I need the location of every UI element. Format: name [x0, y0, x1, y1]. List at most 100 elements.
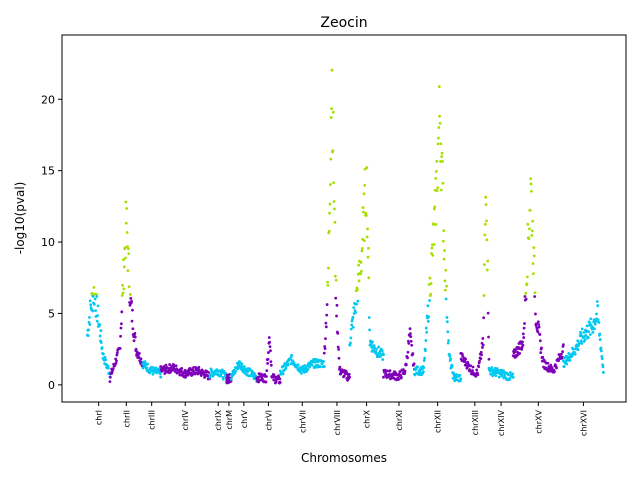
data-point-chrXI — [384, 372, 388, 376]
data-point-chrXII — [425, 330, 429, 334]
data-point-chrX — [365, 235, 369, 239]
data-point-chrVI — [257, 380, 261, 384]
data-point-chrI — [104, 358, 108, 362]
data-point-chrVI — [273, 375, 277, 379]
data-point-chrXVI — [593, 322, 597, 326]
data-point-chrII — [128, 293, 132, 296]
data-point-chrVIII — [337, 347, 340, 351]
data-point-chrVI — [264, 375, 268, 378]
data-point-chrXV — [538, 333, 542, 336]
data-point-chrXV — [523, 322, 526, 325]
data-point-chrXII — [429, 292, 433, 296]
data-point-chrVIII — [342, 374, 346, 378]
data-point-chrV — [236, 367, 240, 371]
data-point-chrXIV — [495, 367, 499, 370]
data-point-chrXVI — [585, 324, 589, 328]
data-point-chrX — [361, 206, 365, 210]
data-point-chrXII — [424, 339, 428, 342]
data-point-chrX — [356, 299, 360, 303]
data-point-chrX — [371, 340, 374, 344]
data-point-chrXVI — [601, 365, 605, 369]
data-point-chrXV — [532, 254, 536, 258]
data-point-chrXV — [522, 326, 526, 330]
data-point-chrII — [132, 339, 136, 343]
data-point-chrXII — [424, 349, 427, 353]
x-tick-label-chrIV: chrIV — [181, 409, 190, 430]
data-point-chrVII — [306, 368, 310, 371]
data-point-chrIV — [197, 365, 201, 369]
data-point-chrVIII — [333, 274, 337, 278]
data-point-chrXII — [436, 186, 440, 190]
data-point-chrII — [115, 351, 119, 355]
data-point-chrXVI — [594, 319, 598, 323]
data-point-chrXII — [441, 239, 445, 243]
data-point-chrXVI — [579, 332, 583, 336]
data-point-chrI — [88, 323, 92, 326]
data-point-chrVIII — [334, 296, 338, 300]
data-point-chrVI — [267, 351, 270, 354]
data-point-chrII — [133, 332, 137, 335]
x-tick-label-chrX: chrX — [363, 409, 372, 428]
data-point-chrII — [139, 357, 143, 361]
data-point-chrVIII — [347, 372, 351, 376]
data-point-chrXVI — [593, 327, 596, 331]
data-point-chrX — [363, 183, 367, 187]
data-point-chrXVI — [598, 332, 602, 336]
data-point-chrVI — [267, 336, 271, 339]
data-point-chrVIII — [324, 337, 327, 341]
data-point-chrVIII — [338, 365, 342, 369]
data-point-chrXVI — [599, 346, 603, 350]
data-point-chrXII — [443, 249, 446, 252]
data-point-chrI — [100, 346, 104, 349]
data-point-chrIII — [145, 366, 149, 370]
data-point-chrXII — [416, 365, 420, 369]
data-point-chrXV — [538, 339, 542, 343]
data-point-chrX — [366, 227, 369, 231]
x-tick-label-chrI: chrI — [95, 410, 104, 425]
data-point-chrXII — [440, 155, 444, 158]
data-point-chrI — [96, 304, 100, 308]
data-point-chrXI — [406, 356, 409, 360]
data-point-chrVII — [318, 365, 322, 369]
data-point-chrII — [133, 335, 137, 339]
data-point-chrXI — [388, 369, 392, 373]
data-point-chrX — [364, 211, 368, 215]
data-point-chrXVI — [567, 352, 571, 355]
data-point-chrI — [92, 302, 96, 306]
data-point-chrX — [367, 276, 371, 280]
data-point-chrXII — [442, 229, 446, 233]
data-point-chrII — [131, 327, 135, 331]
data-point-chrX — [349, 327, 353, 331]
y-tick-label: 5 — [48, 307, 55, 320]
data-point-chrXIII — [480, 353, 483, 357]
data-point-chrVIII — [329, 157, 333, 161]
data-point-chrXII — [424, 326, 428, 330]
data-point-chrX — [380, 349, 384, 353]
data-point-chrXII — [432, 223, 435, 226]
data-point-chrXV — [532, 272, 535, 276]
data-point-chrX — [359, 260, 363, 264]
data-point-chrXII — [444, 268, 448, 272]
data-point-chrXI — [407, 341, 411, 345]
data-point-chrVII — [295, 365, 299, 369]
data-point-chrXVI — [570, 354, 574, 358]
data-point-chrXII — [443, 288, 447, 292]
data-point-chrXIII — [481, 343, 485, 347]
data-point-chrI — [87, 328, 91, 332]
data-point-chrVII — [296, 363, 300, 367]
x-tick-label-chrVI: chrVI — [264, 410, 273, 431]
data-point-chrXII — [437, 136, 440, 140]
data-point-chrIII — [148, 371, 152, 375]
data-point-chrXIII — [479, 357, 483, 361]
data-point-chrVIII — [336, 345, 340, 349]
data-point-chrXV — [526, 222, 530, 226]
data-point-chrIII — [143, 360, 147, 364]
data-point-chrXV — [529, 182, 533, 186]
data-point-chrXII — [459, 377, 463, 381]
data-point-chrII — [119, 326, 123, 330]
data-point-chrI — [99, 341, 103, 344]
data-point-chrVIII — [322, 351, 326, 355]
data-point-chrXV — [555, 366, 558, 370]
data-point-chrI — [106, 366, 110, 370]
data-point-chrXV — [521, 343, 525, 347]
